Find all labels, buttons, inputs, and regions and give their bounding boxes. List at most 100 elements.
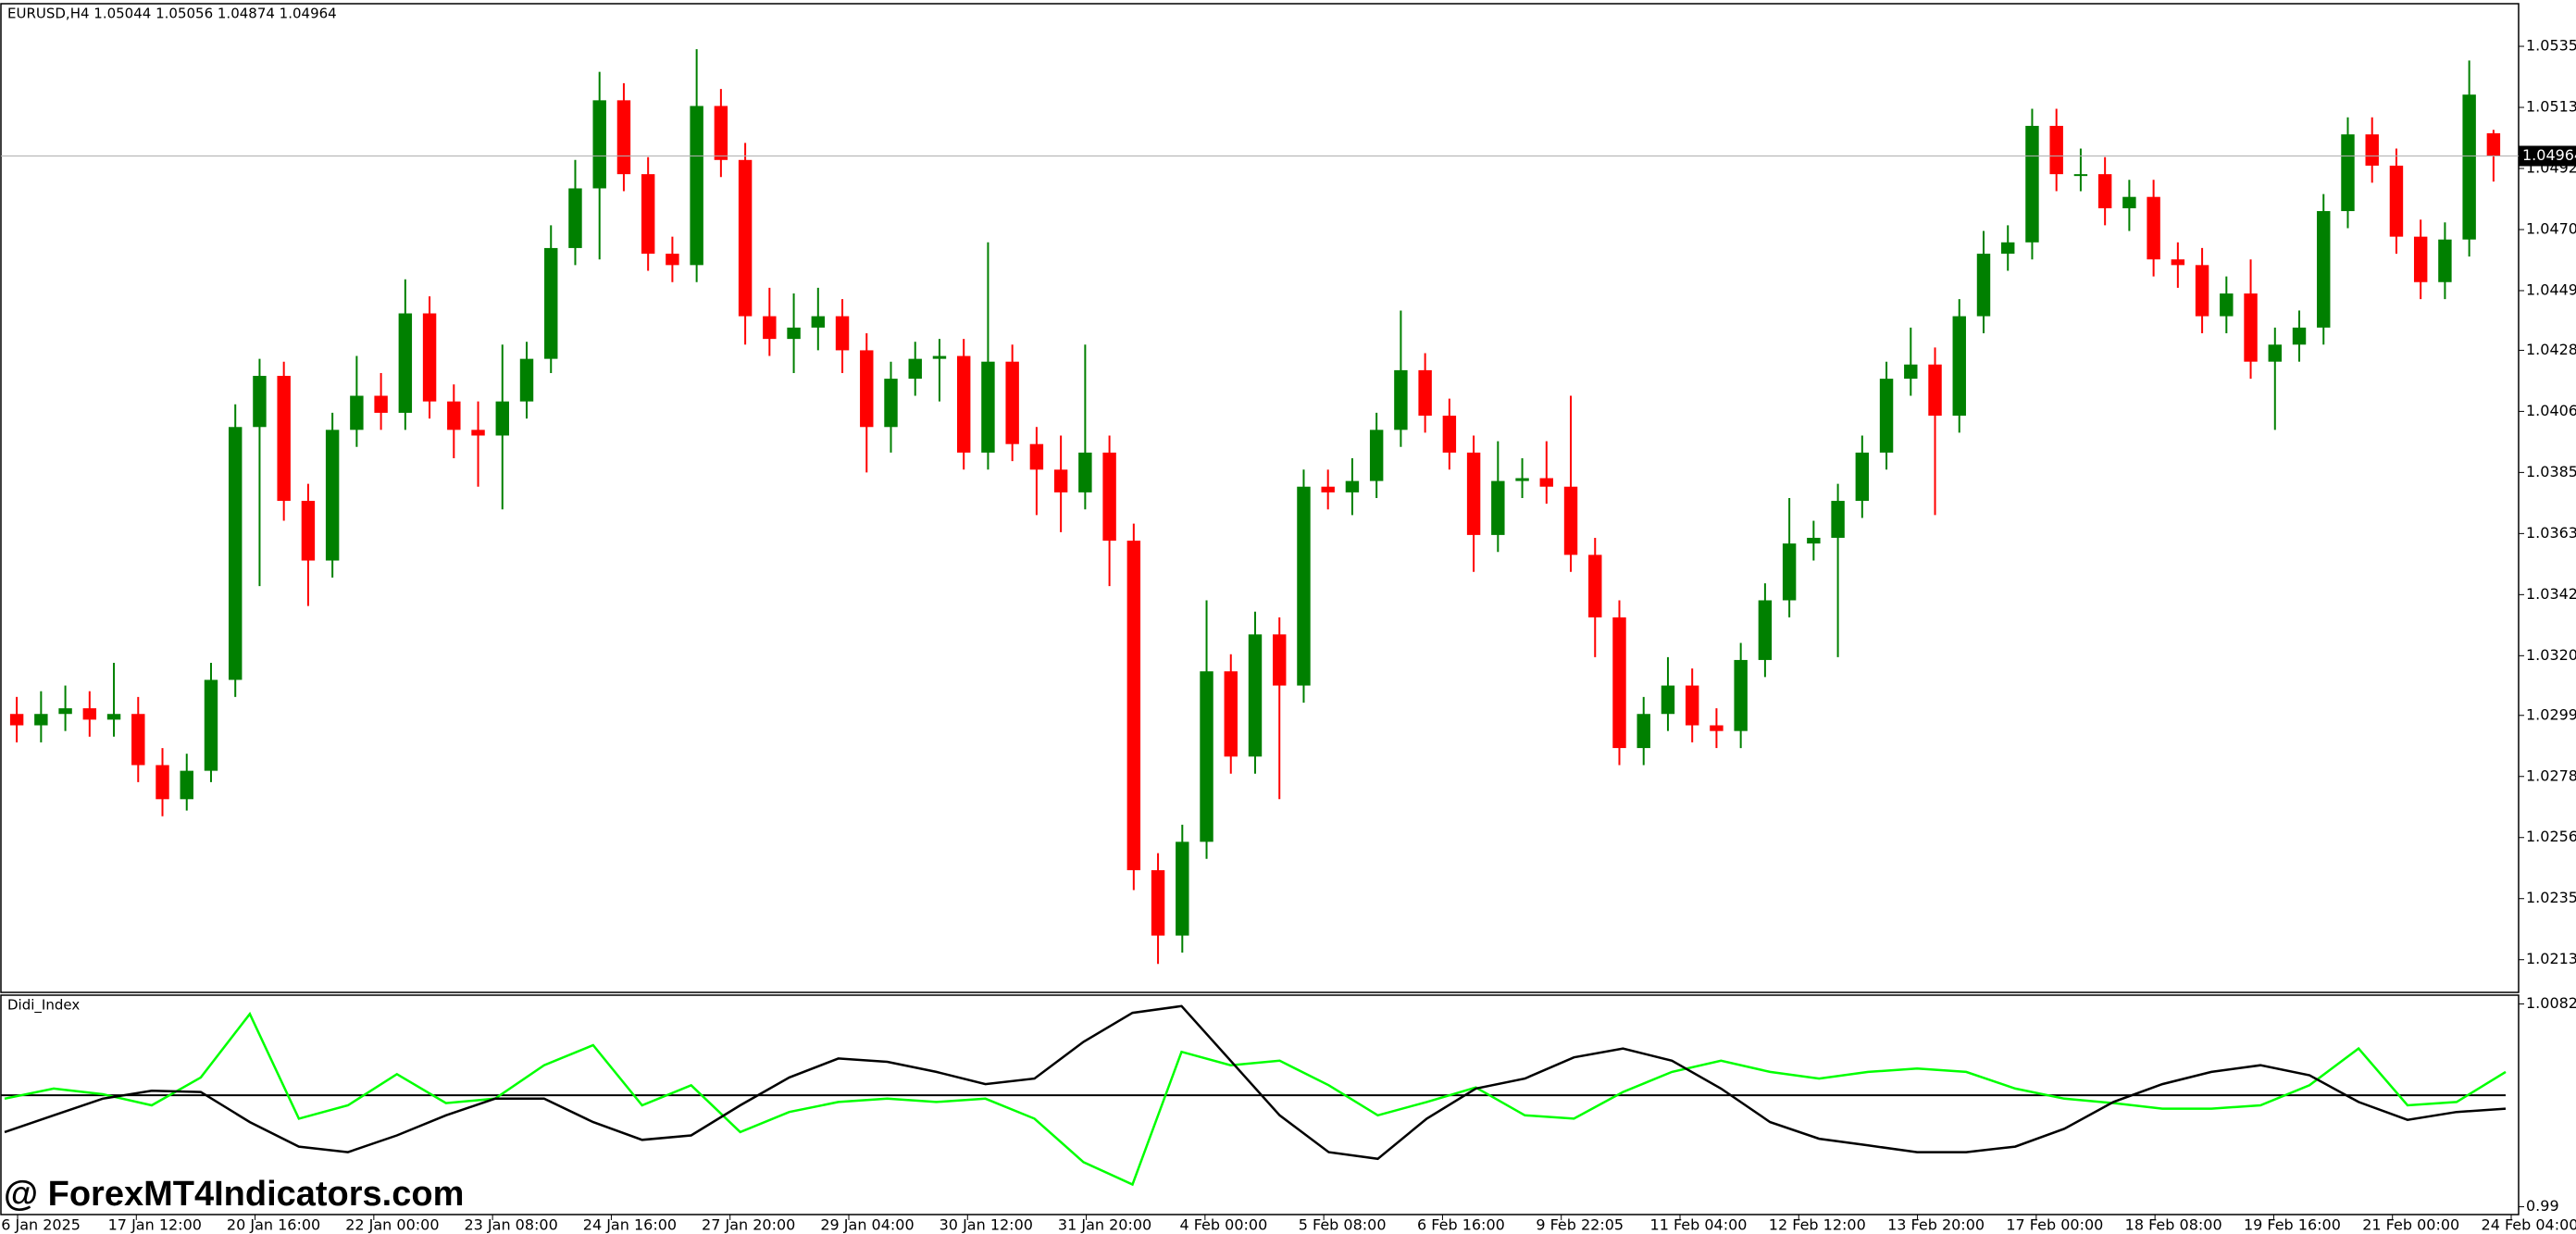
candle-body <box>884 379 898 428</box>
y-tick-label: 1.03635 <box>2526 524 2576 542</box>
candle-body <box>1879 379 1894 453</box>
candle-body <box>811 316 826 328</box>
y-tick-label: 1.03420 <box>2526 585 2576 603</box>
candle-body <box>1831 501 1845 538</box>
candle-body <box>1782 543 1797 601</box>
x-tick-label: 27 Jan 20:00 <box>702 1216 795 1234</box>
candle-body <box>301 501 316 561</box>
candle-body <box>1029 443 1044 470</box>
x-tick-label: 17 Jan 12:00 <box>108 1216 202 1234</box>
candle-body <box>325 430 340 561</box>
candle-body <box>1345 480 1360 492</box>
x-tick-label: 5 Feb 08:00 <box>1299 1216 1387 1234</box>
x-tick-label: 23 Jan 08:00 <box>464 1216 557 1234</box>
candle-body <box>1758 600 1773 660</box>
x-tick-label: 30 Jan 12:00 <box>940 1216 1033 1234</box>
candle-body <box>277 376 291 502</box>
candle-body <box>1855 452 1870 502</box>
candle-body <box>641 174 655 255</box>
candle-body <box>1491 480 1505 535</box>
x-tick-label: 9 Feb 22:05 <box>1536 1216 1624 1234</box>
y-tick-label: 1.04705 <box>2526 219 2576 237</box>
candle-body <box>422 313 437 402</box>
candle-body <box>1053 469 1068 492</box>
chart-title: EURUSD,H4 1.05044 1.05056 1.04874 1.0496… <box>7 6 337 22</box>
y-tick-label: 1.02565 <box>2526 828 2576 845</box>
y-tick-label: 1.05350 <box>2526 37 2576 55</box>
candle-body <box>2220 293 2234 317</box>
candle-body <box>1539 478 1554 487</box>
candle-body <box>471 430 485 436</box>
candle-body <box>2195 265 2209 317</box>
candle-body <box>253 376 267 428</box>
x-tick-label: 11 Feb 04:00 <box>1650 1216 1748 1234</box>
candle-body <box>1661 685 1675 715</box>
candle-body <box>1563 486 1578 555</box>
candle-body <box>860 350 874 428</box>
candle-body <box>908 358 922 380</box>
x-tick-label: 4 Feb 00:00 <box>1179 1216 1267 1234</box>
y-tick-label: 1.0082 <box>2526 994 2576 1012</box>
y-tick-label: 1.02350 <box>2526 889 2576 906</box>
candle-body <box>616 100 631 175</box>
y-tick-label: 1.04065 <box>2526 402 2576 419</box>
x-tick-label: 21 Feb 00:00 <box>2362 1216 2459 1234</box>
candle-body <box>666 254 679 266</box>
current-price-box <box>2519 145 2576 167</box>
x-tick-label: 13 Feb 20:00 <box>1887 1216 1985 1234</box>
candle-body <box>1151 870 1165 936</box>
candle-body <box>2389 165 2404 237</box>
indicator-line <box>4 1004 2507 1161</box>
candle-body <box>2171 259 2185 266</box>
candle-body <box>835 316 850 351</box>
candle-body <box>204 679 218 771</box>
x-tick-label: 19 Feb 16:00 <box>2244 1216 2341 1234</box>
candle-body <box>1176 841 1189 936</box>
candle-body <box>1200 671 1213 842</box>
candle-body <box>568 188 582 248</box>
candle-body <box>180 770 193 800</box>
candle-body <box>981 361 995 453</box>
x-tick-label: 18 Feb 08:00 <box>2125 1216 2222 1234</box>
candle-body <box>398 313 413 413</box>
candle-body <box>1297 486 1311 686</box>
candle-body <box>1952 316 1966 416</box>
indicator-title: Didi_Index <box>7 997 80 1015</box>
candle-body <box>1588 555 1602 617</box>
candle-body <box>690 106 703 266</box>
candle-body <box>2341 134 2355 212</box>
x-tick-label: 29 Jan 04:00 <box>820 1216 914 1234</box>
y-tick-label: 1.04490 <box>2526 280 2576 298</box>
candle-body <box>82 708 97 720</box>
candle-body <box>2001 242 2015 255</box>
candle-body <box>228 427 243 680</box>
x-tick-label: 31 Jan 20:00 <box>1058 1216 1151 1234</box>
candle-body <box>2462 94 2476 240</box>
candle-body <box>2292 327 2307 345</box>
candle-body <box>156 765 169 800</box>
candle-body <box>1248 634 1263 757</box>
x-tick-label: 16 Jan 2025 <box>0 1216 81 1234</box>
candle-body <box>1612 617 1626 749</box>
candle-body <box>1418 369 1432 416</box>
candle-body <box>447 401 461 430</box>
x-tick-label: 24 Feb 04:00 <box>2482 1216 2576 1234</box>
candle-body <box>1928 364 1942 416</box>
x-tick-label: 6 Feb 16:00 <box>1417 1216 1505 1234</box>
x-tick-label: 22 Jan 00:00 <box>345 1216 439 1234</box>
candle-body <box>106 714 121 720</box>
candle-body <box>1466 452 1481 535</box>
y-tick-label: 1.02135 <box>2526 950 2576 967</box>
candle-body <box>544 247 558 359</box>
candle-body <box>1515 478 1529 481</box>
candle-body <box>1710 725 1724 731</box>
candle-body <box>763 316 777 340</box>
candle-body <box>34 714 48 726</box>
y-tick-label: 1.02995 <box>2526 705 2576 723</box>
candle-body <box>592 100 606 189</box>
candle-body <box>2365 134 2379 166</box>
candle-body <box>1005 361 1019 444</box>
candle-body <box>2244 293 2258 362</box>
